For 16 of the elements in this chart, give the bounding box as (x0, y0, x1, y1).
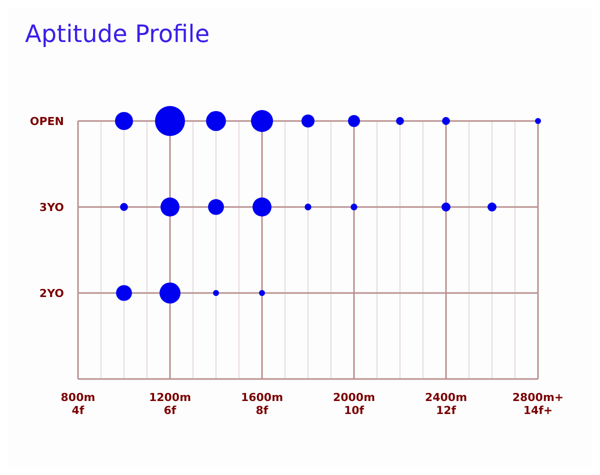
x2-tick-label: 12f (436, 404, 456, 417)
x-tick-label: 1600m (240, 391, 284, 404)
y-tick-label: 2YO (39, 287, 64, 300)
x2-tick-label: 14f+ (523, 404, 553, 417)
x-tick-label: 2000m (332, 391, 376, 404)
x-tick-label: 800m (60, 391, 96, 404)
y-tick-label: OPEN (30, 115, 64, 128)
x2-tick-label: 8f (256, 404, 268, 417)
chart-title: Aptitude Profile (25, 20, 210, 48)
x2-tick-label: 6f (164, 404, 176, 417)
y-tick-label: 3YO (39, 201, 64, 214)
x2-tick-label: 10f (344, 404, 364, 417)
x2-tick-label: 4f (72, 404, 84, 417)
x-tick-label: 2400m (424, 391, 468, 404)
x-tick-label: 1200m (148, 391, 192, 404)
x-tick-label: 2800m+ (512, 391, 564, 404)
